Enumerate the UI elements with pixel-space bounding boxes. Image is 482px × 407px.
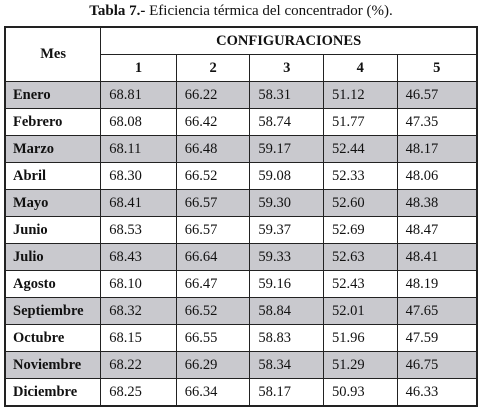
value-cell: 52.44 <box>323 135 398 163</box>
value-cell: 66.52 <box>175 162 251 190</box>
value-cell: 48.19 <box>396 270 478 298</box>
month-cell: Febrero <box>4 108 102 136</box>
value-cell: 58.74 <box>249 108 324 136</box>
value-cell: 68.11 <box>100 135 177 163</box>
value-cell: 52.63 <box>323 243 398 271</box>
value-cell: 66.57 <box>175 189 251 217</box>
value-cell: 68.08 <box>100 108 177 136</box>
value-cell: 68.32 <box>100 297 177 325</box>
month-cell: Octubre <box>4 324 102 352</box>
value-cell: 58.31 <box>249 81 324 109</box>
table-row: Diciembre 68.25 66.34 58.17 50.93 46.33 <box>4 378 478 407</box>
value-cell: 68.22 <box>100 351 177 379</box>
value-cell: 68.30 <box>100 162 177 190</box>
value-cell: 48.47 <box>396 216 478 244</box>
value-cell: 59.37 <box>249 216 324 244</box>
value-cell: 48.06 <box>396 162 478 190</box>
value-cell: 59.17 <box>249 135 324 163</box>
table-row: Noviembre 68.22 66.29 58.34 51.29 46.75 <box>4 351 478 379</box>
value-cell: 51.12 <box>323 81 398 109</box>
table-title: Tabla 7.- Eficiencia térmica del concent… <box>0 3 482 20</box>
value-cell: 52.60 <box>323 189 398 217</box>
table-body: Enero 68.81 66.22 58.31 51.12 46.57 Febrero 68.… <box>4 81 478 407</box>
column-header: 3 <box>249 54 324 82</box>
value-cell: 66.55 <box>175 324 251 352</box>
value-cell: 68.10 <box>100 270 177 298</box>
value-cell: 68.43 <box>100 243 177 271</box>
value-cell: 58.17 <box>249 378 324 407</box>
value-cell: 66.57 <box>175 216 251 244</box>
value-cell: 48.41 <box>396 243 478 271</box>
value-cell: 66.52 <box>175 297 251 325</box>
value-cell: 59.33 <box>249 243 324 271</box>
month-cell: Diciembre <box>4 378 102 407</box>
month-cell: Julio <box>4 243 102 271</box>
value-cell: 58.34 <box>249 351 324 379</box>
value-cell: 66.47 <box>175 270 251 298</box>
value-cell: 52.43 <box>323 270 398 298</box>
value-cell: 66.64 <box>175 243 251 271</box>
month-cell: Enero <box>4 81 102 109</box>
value-cell: 68.81 <box>100 81 177 109</box>
value-cell: 68.53 <box>100 216 177 244</box>
value-cell: 59.30 <box>249 189 324 217</box>
value-cell: 48.38 <box>396 189 478 217</box>
value-cell: 66.34 <box>175 378 251 407</box>
month-cell: Noviembre <box>4 351 102 379</box>
group-header: CONFIGURACIONES <box>100 26 478 55</box>
value-cell: 52.69 <box>323 216 398 244</box>
table-row: Mayo 68.41 66.57 59.30 52.60 48.38 <box>4 189 478 217</box>
column-header: 4 <box>323 54 398 82</box>
value-cell: 47.35 <box>396 108 478 136</box>
column-header: 2 <box>175 54 251 82</box>
value-cell: 68.15 <box>100 324 177 352</box>
value-cell: 58.84 <box>249 297 324 325</box>
month-cell: Abril <box>4 162 102 190</box>
table-row: Febrero 68.08 66.42 58.74 51.77 47.35 <box>4 108 478 136</box>
value-cell: 47.59 <box>396 324 478 352</box>
header-row: Mes CONFIGURACIONES <box>4 26 478 82</box>
table-caption: Eficiencia térmica del concentrador (%). <box>149 3 393 19</box>
row-header: Mes <box>4 26 102 82</box>
table-row: Enero 68.81 66.22 58.31 51.12 46.57 <box>4 81 478 109</box>
value-cell: 48.17 <box>396 135 478 163</box>
value-cell: 58.83 <box>249 324 324 352</box>
month-cell: Agosto <box>4 270 102 298</box>
value-cell: 51.77 <box>323 108 398 136</box>
value-cell: 51.29 <box>323 351 398 379</box>
column-header: 5 <box>396 54 478 82</box>
value-cell: 46.33 <box>396 378 478 407</box>
value-cell: 50.93 <box>323 378 398 407</box>
month-cell: Septiembre <box>4 297 102 325</box>
table-row: Agosto 68.10 66.47 59.16 52.43 48.19 <box>4 270 478 298</box>
month-cell: Junio <box>4 216 102 244</box>
table-row: Octubre 68.15 66.55 58.83 51.96 47.59 <box>4 324 478 352</box>
column-header: 1 <box>100 54 177 82</box>
month-cell: Mayo <box>4 189 102 217</box>
value-cell: 59.08 <box>249 162 324 190</box>
value-cell: 68.25 <box>100 378 177 407</box>
table-row: Abril 68.30 66.52 59.08 52.33 48.06 <box>4 162 478 190</box>
value-cell: 66.42 <box>175 108 251 136</box>
value-cell: 47.65 <box>396 297 478 325</box>
value-cell: 52.33 <box>323 162 398 190</box>
value-cell: 51.96 <box>323 324 398 352</box>
value-cell: 52.01 <box>323 297 398 325</box>
table-row: Junio 68.53 66.57 59.37 52.69 48.47 <box>4 216 478 244</box>
table-row: Julio 68.43 66.64 59.33 52.63 48.41 <box>4 243 478 271</box>
table-row: Septiembre 68.32 66.52 58.84 52.01 47.65 <box>4 297 478 325</box>
value-cell: 46.57 <box>396 81 478 109</box>
month-cell: Marzo <box>4 135 102 163</box>
value-cell: 59.16 <box>249 270 324 298</box>
value-cell: 66.29 <box>175 351 251 379</box>
table-row: Marzo 68.11 66.48 59.17 52.44 48.17 <box>4 135 478 163</box>
value-cell: 66.48 <box>175 135 251 163</box>
value-cell: 68.41 <box>100 189 177 217</box>
value-cell: 66.22 <box>175 81 251 109</box>
value-cell: 46.75 <box>396 351 478 379</box>
table-number: Tabla 7.- <box>89 3 146 19</box>
